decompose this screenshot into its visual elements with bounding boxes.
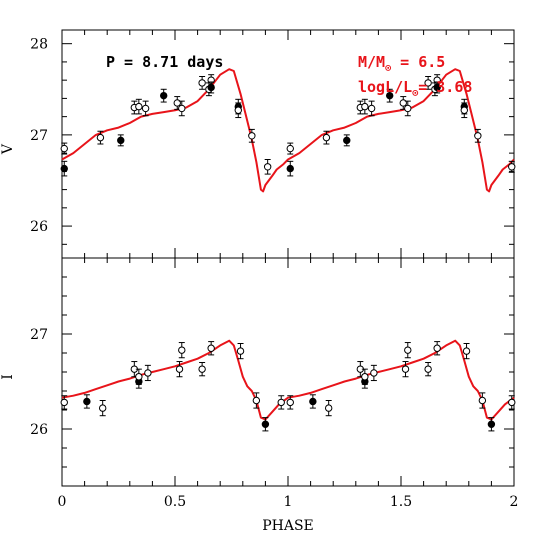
i-model-curve [61, 339, 515, 421]
x-tick-label: 0.5 [164, 494, 186, 510]
period-annotation: P = 8.71 days [106, 53, 223, 71]
v-data-point [60, 160, 68, 177]
v-y-tick-label: 27 [30, 128, 48, 144]
v-data-point [367, 100, 376, 117]
v-y-tick-label: 26 [30, 219, 48, 235]
v-data-point [178, 100, 186, 117]
mass-label: M/M [358, 53, 385, 71]
i-data-point [370, 364, 378, 382]
i-data-point [356, 361, 365, 378]
i-data-point [487, 417, 496, 432]
v-data-point [322, 130, 331, 145]
v-data-point [286, 142, 294, 155]
v-data-point [460, 102, 468, 119]
v-data-point [135, 98, 143, 115]
v-data-point [286, 160, 294, 177]
i-data-point [277, 395, 285, 410]
i-band-panel: 0 0.5 1 1.5 2 26 27 I [0, 257, 519, 510]
luminosity-value: = 3.68 [418, 78, 472, 96]
i-panel-frame [61, 257, 515, 487]
i-data-point [60, 395, 68, 410]
luminosity-sun-symbol: ⊙ [412, 88, 418, 99]
i-y-axis-title: I [0, 374, 16, 380]
i-data-point [404, 342, 412, 359]
v-data-point [60, 142, 68, 155]
i-data-point [478, 392, 487, 409]
i-data-point [462, 343, 471, 360]
v-data-point [248, 128, 256, 143]
x-axis-title: PHASE [262, 518, 314, 534]
i-data-point [508, 395, 516, 410]
i-data-point [309, 394, 317, 409]
i-y-tick-label: 27 [30, 327, 48, 343]
x-tick-label: 1 [284, 494, 293, 510]
v-data-point [474, 128, 482, 143]
i-data-point [83, 394, 91, 409]
v-data-point [343, 134, 351, 147]
v-data-point [424, 76, 432, 90]
v-y-axis-title: V [0, 143, 16, 155]
v-data-point [386, 88, 394, 103]
mass-annotation: M/M⊙ = 6.5 [358, 53, 445, 74]
i-data-point [361, 368, 369, 385]
i-data-point [433, 341, 441, 356]
i-y-tick-label: 26 [30, 422, 48, 438]
v-data-point [433, 81, 441, 94]
i-data-point [424, 362, 432, 377]
x-tick-label: 1.5 [390, 494, 412, 510]
v-data-point [160, 88, 168, 103]
i-data-point [324, 400, 333, 417]
v-data-point [141, 100, 150, 117]
v-data-point [234, 102, 242, 119]
v-band-panel: 26 27 28 V [0, 29, 516, 259]
v-data-point [96, 130, 105, 145]
x-tick-label: 0 [58, 494, 67, 510]
i-data-point [198, 362, 206, 377]
i-data-point [261, 417, 270, 432]
luminosity-label: logL/L [358, 78, 412, 96]
mass-value: = 6.5 [391, 53, 445, 71]
x-tick-label: 2 [510, 494, 519, 510]
v-data-point [263, 159, 272, 175]
i-data-point [252, 392, 261, 409]
v-data-point [508, 160, 516, 173]
i-data-point [178, 342, 186, 359]
i-data-point [175, 361, 184, 378]
i-data-point [401, 361, 410, 378]
i-data-point [286, 395, 294, 410]
v-model-curve [61, 68, 515, 193]
v-y-tick-label: 28 [30, 37, 48, 53]
v-data-point [207, 81, 215, 94]
luminosity-annotation: logL/L⊙= 3.68 [358, 78, 472, 99]
v-data-point [198, 76, 206, 90]
mass-sun-symbol: ⊙ [385, 63, 391, 74]
v-data-point [117, 134, 125, 147]
v-data-point [361, 98, 369, 115]
i-data-point [98, 400, 107, 417]
i-data-point [135, 368, 143, 385]
v-data-point [404, 100, 412, 117]
i-data-point [207, 341, 215, 356]
i-data-point [236, 343, 245, 360]
i-data-point [144, 364, 152, 382]
